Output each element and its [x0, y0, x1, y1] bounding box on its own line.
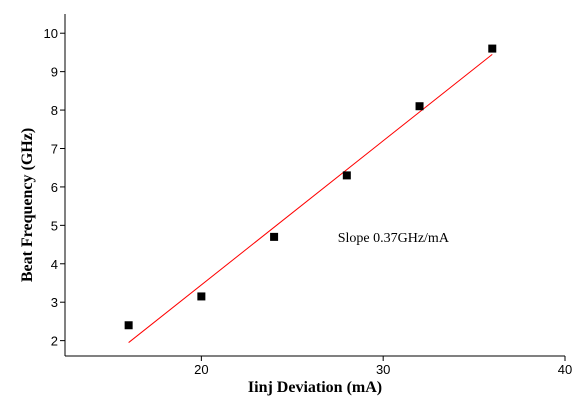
ticks: 2 3 4 5 6 7 8 9 10 20 30 40	[44, 26, 573, 377]
y-tick-label: 7	[51, 141, 58, 156]
fit-line	[128, 53, 493, 343]
data-point	[342, 171, 351, 180]
fit-line-group	[128, 53, 493, 343]
data-point	[270, 232, 279, 241]
y-tick-label: 9	[51, 65, 58, 80]
x-tick-label: 30	[376, 362, 390, 377]
y-tick-label: 2	[51, 334, 58, 349]
x-tick-label: 20	[194, 362, 208, 377]
y-tick-label: 3	[51, 295, 58, 310]
y-tick-label: 10	[44, 26, 58, 41]
y-tick-label: 6	[51, 180, 58, 195]
axes	[64, 14, 565, 357]
y-tick-label: 8	[51, 103, 58, 118]
y-tick-label: 5	[51, 218, 58, 233]
x-tick-label: 40	[558, 362, 572, 377]
x-axis-label: Iinj Deviation (mA)	[248, 379, 382, 396]
data-point	[415, 102, 424, 111]
data-point	[124, 321, 133, 330]
data-point	[488, 44, 497, 53]
data-points	[124, 44, 497, 330]
y-tick-label: 4	[51, 257, 58, 272]
slope-annotation: Slope 0.37GHz/mA	[338, 231, 450, 246]
y-axis-label: Beat Frequency (GHz)	[19, 128, 36, 282]
data-point	[197, 292, 206, 301]
